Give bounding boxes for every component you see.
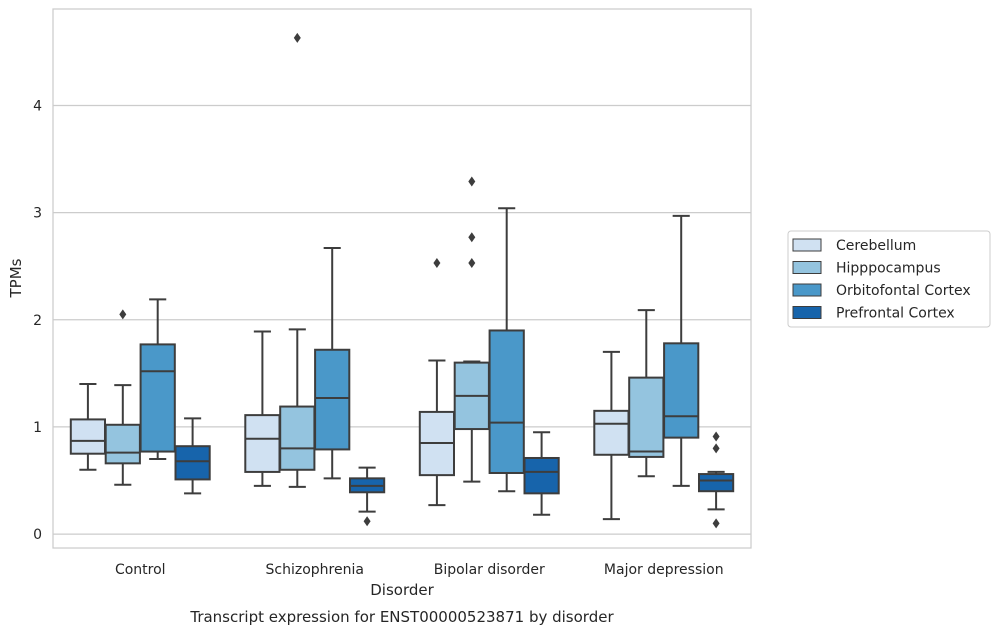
box-prefrontal-cortex-2 <box>523 431 560 516</box>
box-series-group <box>69 32 735 529</box>
outlier-point <box>712 518 720 529</box>
box-orbitofontal-cortex-1 <box>314 246 351 480</box>
outlier-point <box>468 176 476 187</box>
box-iqr <box>174 445 211 481</box>
box-iqr <box>488 329 525 474</box>
y-tick-label-0: 0 <box>33 527 42 543</box>
y-tick-label-2: 2 <box>33 313 42 329</box>
box-cerebellum-2 <box>418 257 456 507</box>
box-iqr <box>69 418 107 455</box>
box-cerebellum-0 <box>69 383 107 471</box>
box-prefrontal-cortex-3 <box>697 431 735 529</box>
legend-label-prefrontal-cortex: Prefrontal Cortex <box>836 306 955 322</box>
y-tick-label-1: 1 <box>33 420 42 436</box>
x-tick-label-bipolar-disorder: Bipolar disorder <box>434 562 545 578</box>
plot-area-frame <box>52 8 752 549</box>
legend-label-orbitofontal-cortex: Orbitofontal Cortex <box>836 283 971 299</box>
box-hipppocampus-0 <box>104 309 141 486</box>
outlier-point <box>293 32 301 43</box>
legend-swatch-prefrontal-cortex <box>792 306 822 319</box>
box-hipppocampus-3 <box>628 309 665 478</box>
x-tick-label-control: Control <box>115 562 166 578</box>
legend-label-cerebellum: Cerebellum <box>836 238 916 254</box>
x-axis-title: Disorder <box>370 581 434 599</box>
legend-swatch-cerebellum <box>792 238 822 252</box>
box-hipppocampus-1 <box>279 32 316 488</box>
y-tick-label-3: 3 <box>33 206 42 222</box>
box-iqr <box>104 423 141 465</box>
outlier-point <box>363 516 371 527</box>
box-prefrontal-cortex-0 <box>174 417 211 495</box>
outlier-point <box>468 257 476 268</box>
box-iqr <box>628 376 665 458</box>
box-iqr <box>314 348 351 451</box>
chart-caption: Transcript expression for ENST0000052387… <box>189 608 614 626</box>
box-cerebellum-1 <box>244 330 281 487</box>
outlier-point <box>119 309 127 320</box>
box-iqr <box>523 456 560 495</box>
box-iqr <box>139 343 176 453</box>
y-tick-label-4: 4 <box>33 98 42 114</box>
x-tick-label-schizophrenia: Schizophrenia <box>266 562 364 578</box>
outlier-point <box>433 257 441 268</box>
legend-frame <box>787 230 991 328</box>
x-tick-labels: Control Schizophrenia Bipolar disorder Majo… <box>115 562 724 578</box>
box-iqr <box>593 409 630 456</box>
outlier-point <box>712 431 720 442</box>
y-axis-title: TPMs <box>7 258 25 298</box>
legend-label-hipppocampus: Hipppocampus <box>836 261 941 277</box>
outlier-point <box>468 232 476 243</box>
box-cerebellum-3 <box>593 350 630 521</box>
box-iqr <box>244 414 281 473</box>
box-iqr <box>697 473 735 493</box>
box-hipppocampus-2 <box>453 176 490 483</box>
box-iqr <box>663 342 700 439</box>
legend: Cerebellum Hipppocampus Orbitofontal Corte… <box>787 230 991 328</box>
box-orbitofontal-cortex-2 <box>488 207 525 493</box>
legend-swatch-hipppocampus <box>792 261 822 274</box>
box-orbitofontal-cortex-0 <box>139 298 176 461</box>
legend-swatch-orbitofontal-cortex <box>792 283 822 297</box>
x-tick-label-major-depression: Major depression <box>604 562 724 578</box>
box-orbitofontal-cortex-3 <box>663 214 700 487</box>
box-iqr <box>279 405 316 471</box>
box-prefrontal-cortex-1 <box>348 466 386 527</box>
outlier-point <box>712 443 720 454</box>
y-tick-labels: 0 1 2 3 4 <box>33 98 42 543</box>
